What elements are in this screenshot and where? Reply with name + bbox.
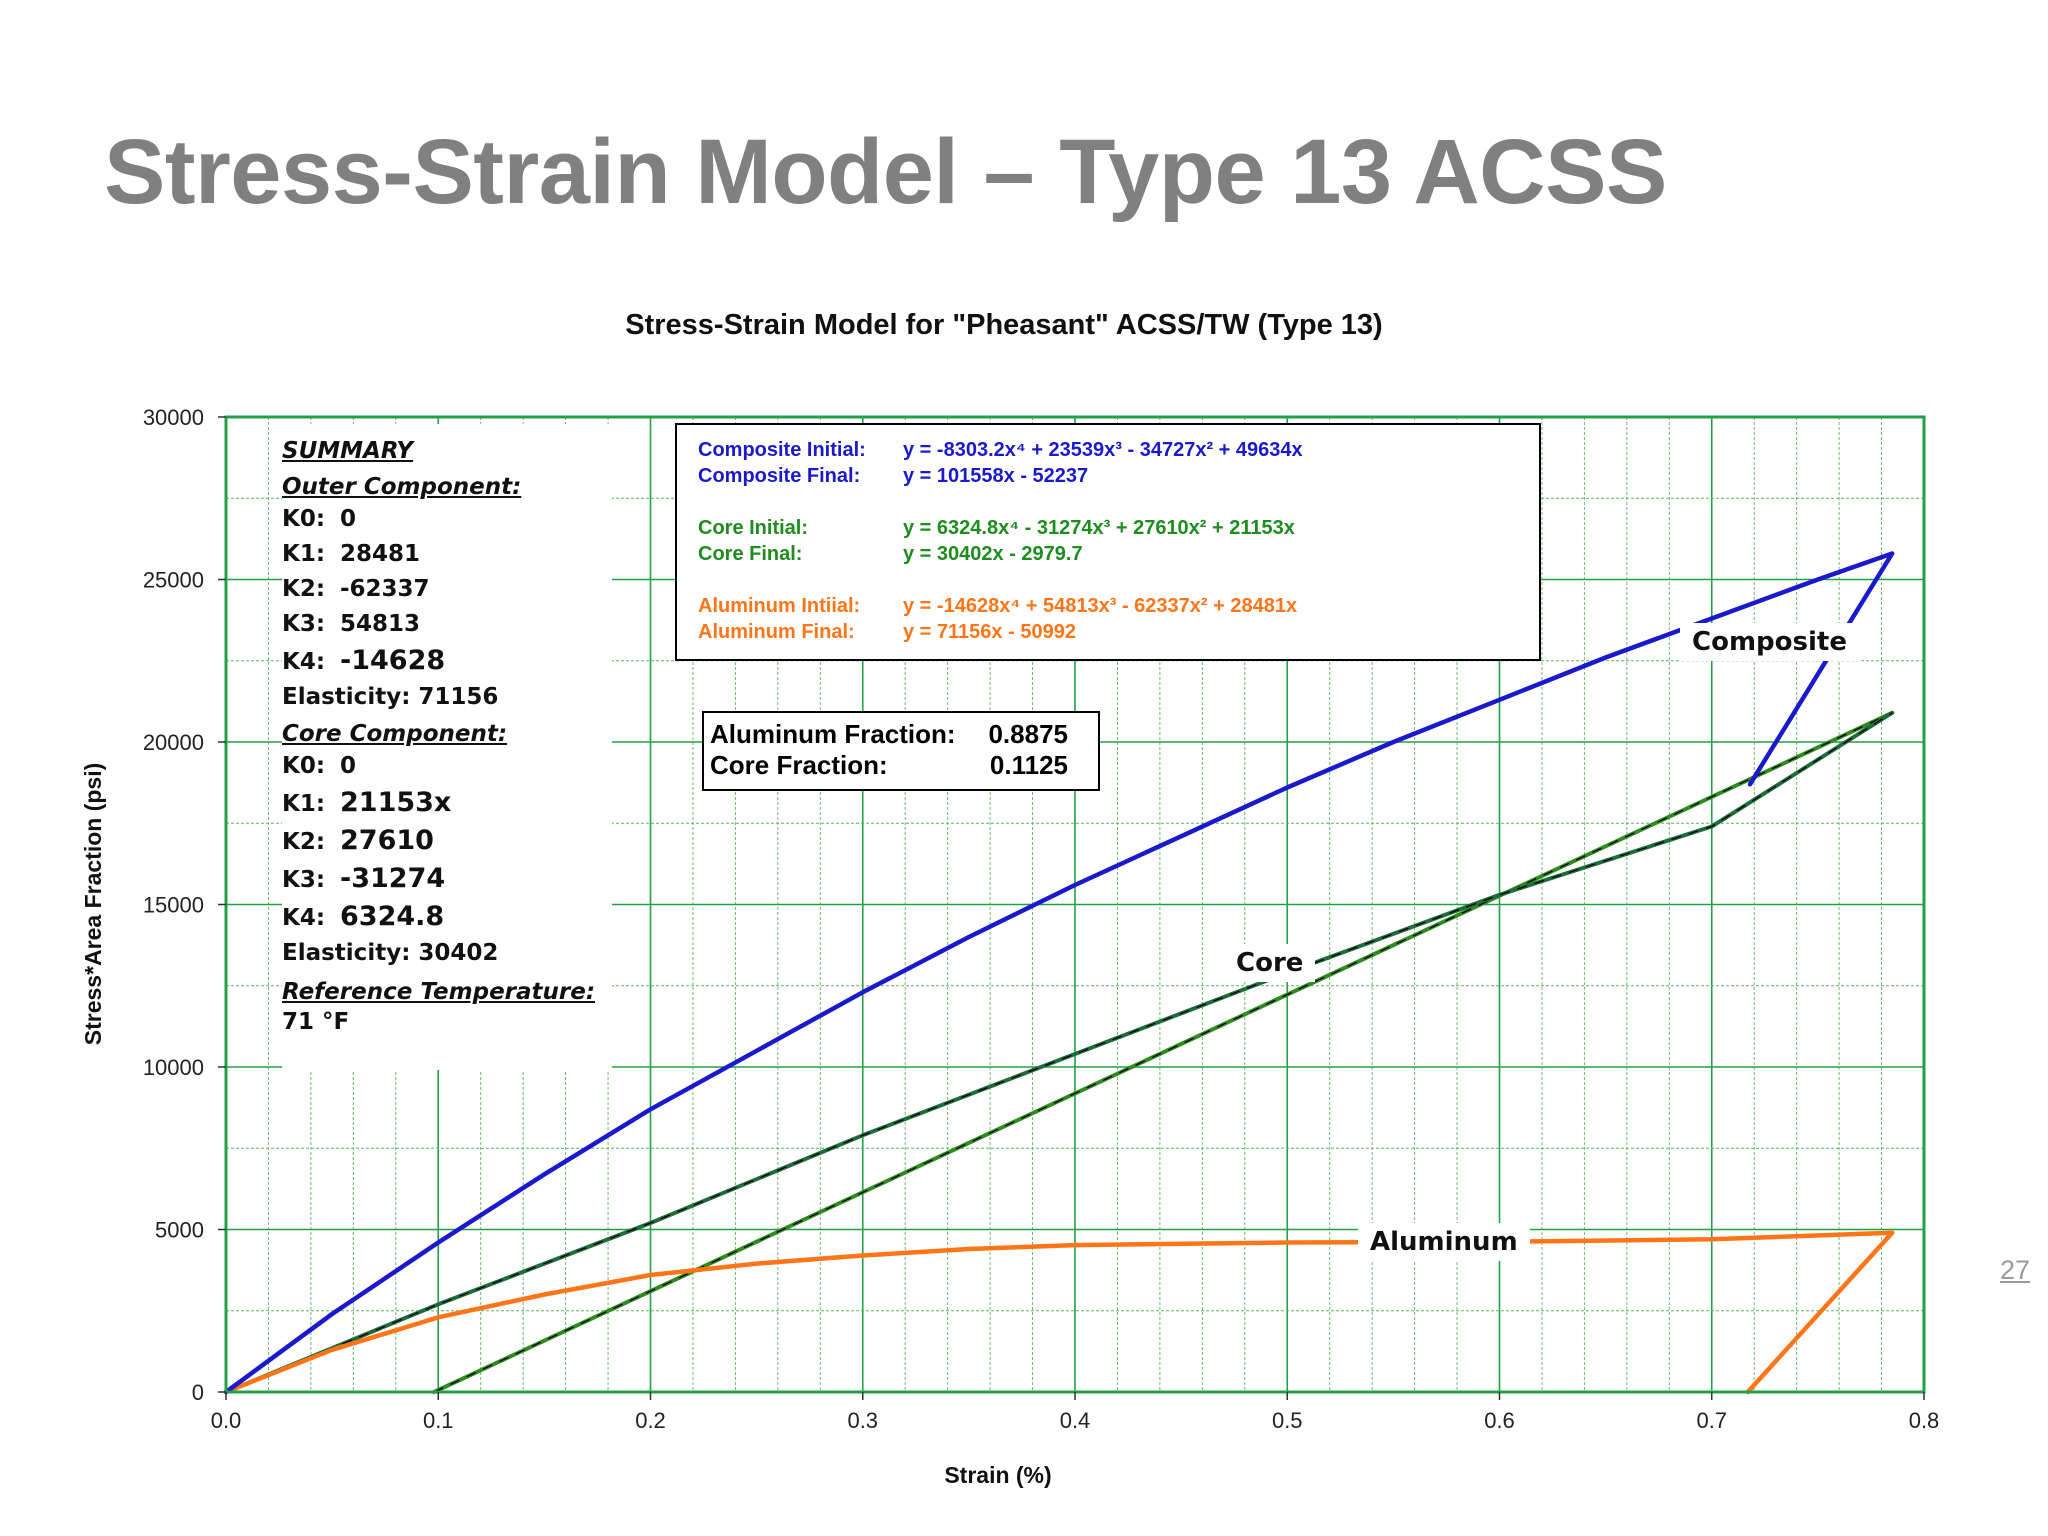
series-dash-core-final: [433, 712, 1893, 1393]
y-tick-label: 30000: [143, 405, 204, 430]
y-tick-label: 5000: [155, 1218, 204, 1243]
x-tick-label: 0.6: [1484, 1408, 1515, 1433]
aluminum-curve-label: Aluminum: [1358, 1223, 1530, 1261]
y-axis-label: Stress*Area Fraction (psi): [80, 763, 106, 1045]
x-tick-label: 0.3: [847, 1408, 878, 1433]
y-tick-label: 20000: [143, 730, 204, 755]
core-fraction: Core Fraction: 0.1125: [710, 750, 1068, 780]
reference-temperature-header: Reference Temperature:: [282, 979, 596, 1005]
equation-box: Composite Initial: y = -8303.2x⁴ + 23539x…: [675, 423, 1541, 661]
core-component-header: Core Component:: [282, 721, 508, 747]
fraction-box: Aluminum Fraction: 0.8875 Core Fraction: 0…: [702, 711, 1100, 791]
core-curve-label: Core: [1224, 944, 1316, 982]
core-final-equation: Core Final: y = 30402x - 2979.7: [698, 543, 1083, 565]
x-tick-label: 0.4: [1060, 1408, 1091, 1433]
x-tick-label: 0.1: [423, 1408, 454, 1433]
core-k3: K3: -31274: [282, 863, 446, 894]
chart-title: Stress-Strain Model for "Pheasant" ACSS/…: [625, 309, 1382, 341]
x-tick-label: 0.7: [1696, 1408, 1727, 1433]
outer-k1: K1: 28481: [282, 541, 421, 567]
outer-k4: K4: -14628: [282, 645, 446, 676]
core-k0: K0: 0: [282, 753, 357, 779]
x-tick-label: 0.2: [635, 1408, 666, 1433]
series-dash-core: [225, 712, 1893, 1393]
y-tick-label: 15000: [143, 893, 204, 918]
core-elasticity: Elasticity: 30402: [282, 940, 499, 966]
outer-k3: K3: 54813: [282, 611, 421, 637]
aluminum-fraction: Aluminum Fraction: 0.8875: [710, 719, 1068, 749]
x-tick-label: 0.0: [211, 1408, 242, 1433]
slide-title: Stress-Strain Model – Type 13 ACSS: [104, 121, 1667, 223]
outer-elasticity: Elasticity: 71156: [282, 684, 499, 710]
x-axis-label: Strain (%): [944, 1462, 1051, 1488]
aluminum-final-equation: Aluminum Final: y = 71156x - 50992: [698, 621, 1076, 643]
core-k1: K1: 21153x: [282, 787, 452, 818]
core-k2: K2: 27610: [282, 825, 434, 856]
composite-curve-label: Composite: [1680, 623, 1859, 661]
series-line-composite: [223, 551, 1895, 1395]
outer-k0: K0: 0: [282, 506, 357, 532]
core-initial-equation: Core Initial: y = 6324.8x⁴ - 31274x³ + 27…: [698, 517, 1295, 539]
outer-k2: K2: -62337: [282, 576, 430, 602]
summary-box: SUMMARY Outer Component: K0: 0 K1: 28481 K…: [282, 424, 612, 1070]
x-tick-label: 0.8: [1909, 1408, 1940, 1433]
summary-title: SUMMARY: [282, 438, 414, 464]
y-tick-label: 0: [192, 1380, 204, 1405]
y-tick-label: 10000: [143, 1055, 204, 1080]
series-line-aluminum: [223, 1230, 1895, 1395]
aluminum-initial-equation: Aluminum Intiial: y = -14628x⁴ + 54813x³ …: [698, 595, 1298, 617]
composite-final-equation: Composite Final: y = 101558x - 52237: [698, 465, 1089, 487]
core-k4: K4: 6324.8: [282, 901, 445, 932]
composite-initial-equation: Composite Initial: y = -8303.2x⁴ + 23539x…: [698, 439, 1303, 461]
outer-component-header: Outer Component:: [282, 474, 522, 500]
x-tick-label: 0.5: [1272, 1408, 1303, 1433]
reference-temperature-value: 71 °F: [282, 1009, 350, 1035]
series-layer: [223, 551, 1895, 1395]
y-tick-label: 25000: [143, 568, 204, 593]
page-number: 27: [2000, 1255, 2031, 1285]
axis-ticks: 0.0 0.1 0.2 0.3 0.4 0.5 0.6 0.7 0.8 0 5000 10000 150…: [143, 405, 1939, 1433]
